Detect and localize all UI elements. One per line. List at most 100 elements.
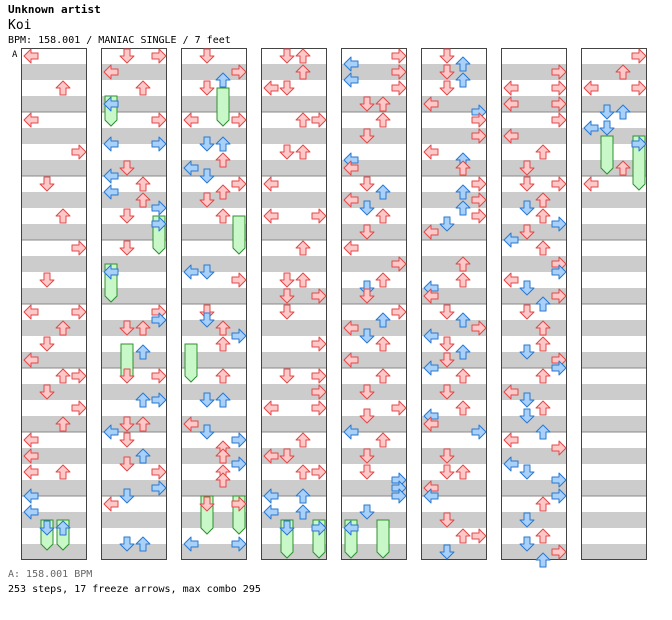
beat-stripe bbox=[341, 160, 407, 176]
beat-stripe bbox=[21, 448, 87, 464]
chart-column bbox=[581, 48, 647, 560]
column-border bbox=[101, 48, 167, 560]
up-arrow bbox=[215, 136, 231, 152]
down-arrow bbox=[199, 48, 215, 64]
right-arrow bbox=[151, 112, 167, 128]
song-title: Koi bbox=[8, 18, 32, 33]
beat-stripe bbox=[261, 416, 327, 432]
down-arrow bbox=[439, 80, 455, 96]
right-arrow bbox=[391, 48, 407, 64]
beat-stripe bbox=[261, 128, 327, 144]
down-arrow bbox=[599, 120, 615, 136]
down-arrow bbox=[519, 224, 535, 240]
down-arrow bbox=[359, 448, 375, 464]
beat-stripe bbox=[181, 416, 247, 432]
down-arrow bbox=[119, 488, 135, 504]
beat-stripe bbox=[21, 192, 87, 208]
beat-stripe bbox=[501, 256, 567, 272]
right-arrow bbox=[151, 464, 167, 480]
left-arrow bbox=[583, 120, 599, 136]
beat-stripe bbox=[421, 128, 487, 144]
up-arrow bbox=[535, 528, 551, 544]
beat-stripe bbox=[581, 288, 647, 304]
right-arrow bbox=[551, 472, 567, 488]
right-arrow bbox=[471, 208, 487, 224]
up-arrow bbox=[295, 64, 311, 80]
up-arrow bbox=[135, 416, 151, 432]
right-arrow bbox=[551, 264, 567, 280]
beat-stripe bbox=[341, 64, 407, 80]
down-arrow bbox=[119, 416, 135, 432]
up-arrow bbox=[55, 368, 71, 384]
beat-stripe bbox=[181, 320, 247, 336]
beat-stripe bbox=[181, 288, 247, 304]
beat-stripe bbox=[501, 64, 567, 80]
right-arrow bbox=[551, 112, 567, 128]
up-arrow bbox=[215, 72, 231, 88]
left-arrow bbox=[423, 288, 439, 304]
right-arrow bbox=[551, 440, 567, 456]
chart-column bbox=[501, 48, 567, 560]
freeze-arrow bbox=[184, 343, 198, 383]
left-arrow bbox=[503, 272, 519, 288]
beat-stripe bbox=[501, 192, 567, 208]
left-arrow bbox=[423, 360, 439, 376]
left-arrow bbox=[263, 488, 279, 504]
up-arrow bbox=[535, 336, 551, 352]
right-arrow bbox=[231, 496, 247, 512]
beat-stripe bbox=[261, 480, 327, 496]
chart-column bbox=[341, 48, 407, 560]
left-arrow bbox=[23, 432, 39, 448]
freeze-arrow bbox=[376, 519, 390, 559]
beat-stripe bbox=[261, 352, 327, 368]
right-arrow bbox=[551, 216, 567, 232]
up-arrow bbox=[375, 272, 391, 288]
right-arrow bbox=[311, 208, 327, 224]
beat-stripe bbox=[181, 512, 247, 528]
left-arrow bbox=[423, 488, 439, 504]
right-arrow bbox=[391, 304, 407, 320]
down-arrow bbox=[199, 264, 215, 280]
right-arrow bbox=[231, 432, 247, 448]
down-arrow bbox=[199, 496, 215, 512]
down-arrow bbox=[519, 344, 535, 360]
beat-stripe bbox=[341, 256, 407, 272]
bpm-marker-label: A bbox=[12, 50, 18, 60]
down-arrow bbox=[359, 408, 375, 424]
right-arrow bbox=[231, 536, 247, 552]
down-arrow bbox=[359, 176, 375, 192]
up-arrow bbox=[135, 176, 151, 192]
right-arrow bbox=[391, 64, 407, 80]
up-arrow bbox=[535, 552, 551, 568]
down-arrow bbox=[119, 368, 135, 384]
beat-stripe bbox=[261, 64, 327, 80]
column-border bbox=[181, 48, 247, 560]
beat-stripe bbox=[181, 224, 247, 240]
left-arrow bbox=[423, 416, 439, 432]
down-arrow bbox=[359, 504, 375, 520]
left-arrow bbox=[103, 424, 119, 440]
down-arrow bbox=[439, 304, 455, 320]
beat-stripe bbox=[181, 256, 247, 272]
right-arrow bbox=[231, 176, 247, 192]
down-arrow bbox=[599, 104, 615, 120]
down-arrow bbox=[119, 432, 135, 448]
left-arrow bbox=[423, 328, 439, 344]
down-arrow bbox=[279, 368, 295, 384]
up-arrow bbox=[135, 392, 151, 408]
left-arrow bbox=[263, 448, 279, 464]
right-arrow bbox=[471, 424, 487, 440]
column-border bbox=[261, 48, 327, 560]
beat-stripe bbox=[21, 128, 87, 144]
artist-name: Unknown artist bbox=[8, 3, 101, 16]
left-arrow bbox=[343, 352, 359, 368]
up-arrow bbox=[215, 152, 231, 168]
up-arrow bbox=[455, 312, 471, 328]
left-arrow bbox=[23, 464, 39, 480]
down-arrow bbox=[279, 80, 295, 96]
up-arrow bbox=[535, 296, 551, 312]
up-arrow bbox=[295, 504, 311, 520]
down-arrow bbox=[519, 408, 535, 424]
left-arrow bbox=[263, 504, 279, 520]
right-arrow bbox=[231, 272, 247, 288]
